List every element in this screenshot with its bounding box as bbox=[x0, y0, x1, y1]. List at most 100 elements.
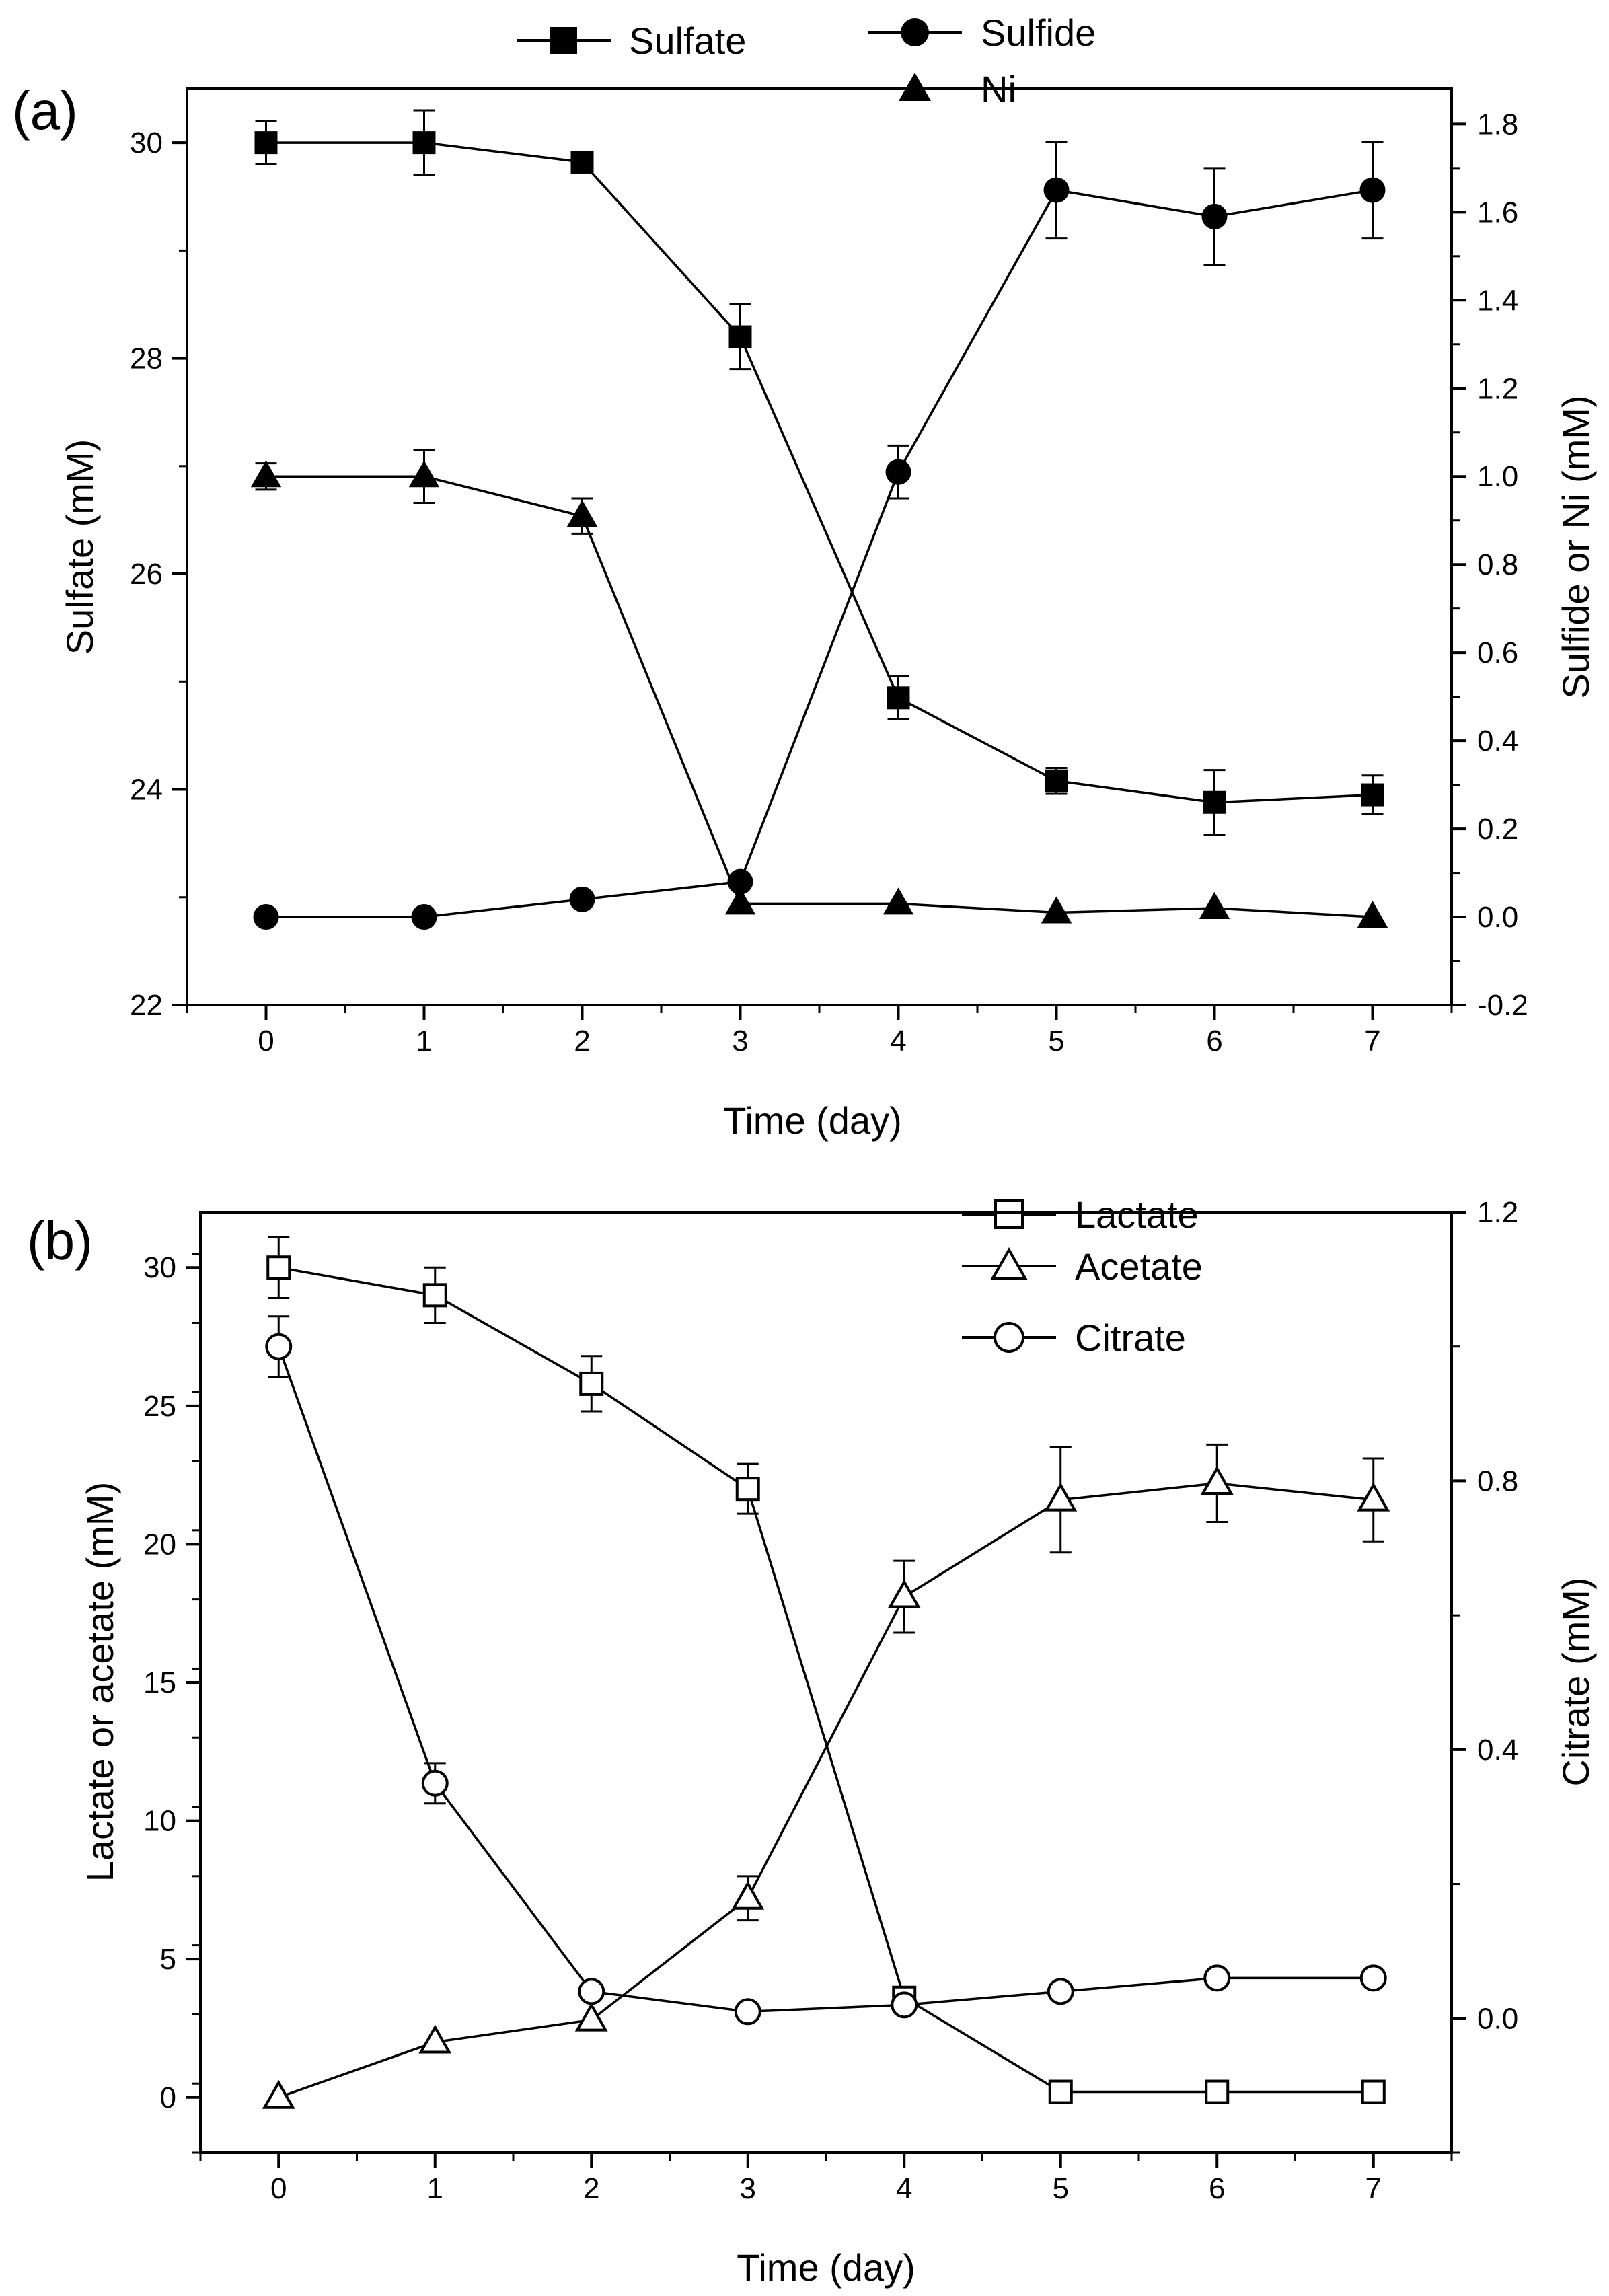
panel-b-left-tick-label: 0 bbox=[160, 2081, 176, 2114]
panel-a-right-tick-label: 0.6 bbox=[1477, 636, 1518, 669]
panel-a-sulfide-point bbox=[253, 904, 279, 930]
panel-b-left-axis-title: Lactate or acetate (mM) bbox=[79, 1482, 121, 1882]
panel-a-plot-frame bbox=[186, 87, 1453, 1006]
panel-a-x-tick-label: 7 bbox=[1364, 1025, 1380, 1058]
panel-a-right-tick-label: 0.2 bbox=[1477, 813, 1518, 846]
panel-a-label: (a) bbox=[12, 81, 78, 141]
panel-b: (b) Lactate Acetate Citrate 0 1 2 3 4 5 6 7 0 5 1… bbox=[27, 1193, 1597, 2289]
panel-a-right-tick-label: 1.0 bbox=[1477, 460, 1518, 493]
panel-b-plot-frame bbox=[199, 1211, 1453, 2154]
legend-acetate-label: Acetate bbox=[1075, 1245, 1203, 1288]
panel-b-lactate-point bbox=[422, 1283, 447, 1308]
panel-a-x-tick-label: 2 bbox=[574, 1025, 590, 1058]
panel-b-legend: Lactate Acetate Citrate bbox=[962, 1193, 1203, 1359]
panel-a-x-tick-label: 4 bbox=[890, 1025, 906, 1058]
panel-b-acetate-point bbox=[1357, 1482, 1390, 1512]
panel-b-left-tick-label: 30 bbox=[143, 1251, 176, 1284]
panel-a-sulfate-point bbox=[570, 150, 594, 174]
panel-b-label: (b) bbox=[27, 1211, 93, 1271]
panel-b-left-tick-label: 25 bbox=[143, 1390, 176, 1423]
panel-a-left-axis-title: Sulfate (mM) bbox=[59, 439, 101, 655]
panel-b-acetate-line bbox=[278, 1482, 1374, 2099]
legend-citrate-label: Citrate bbox=[1075, 1317, 1186, 1359]
panel-b-x-tick-label: 2 bbox=[583, 2172, 599, 2205]
panel-a-sulfide-line bbox=[266, 188, 1373, 918]
panel-a-right-tick-label: 1.2 bbox=[1477, 372, 1518, 405]
panel-b-lactate-point bbox=[1361, 2079, 1386, 2104]
panel-b-right-tick-label: 0.8 bbox=[1477, 1465, 1518, 1497]
panel-a-ni-point bbox=[883, 887, 914, 915]
panel-b-left-axis: 0 5 10 15 20 25 30 bbox=[143, 1251, 200, 2154]
panel-a-ni-point bbox=[566, 500, 598, 527]
panel-a-x-tick-label: 6 bbox=[1206, 1025, 1222, 1058]
legend-acetate-marker bbox=[990, 1247, 1028, 1280]
legend-sulfide-marker bbox=[901, 18, 929, 46]
panel-a-sulfate-point bbox=[254, 131, 278, 155]
panel-a-left-tick-label: 30 bbox=[130, 126, 163, 159]
panel-a-left-tick-label: 22 bbox=[130, 989, 163, 1022]
panel-b-right-axis: 0.0 0.4 0.8 1.2 bbox=[1452, 1196, 1518, 2154]
panel-a-sulfide-point bbox=[885, 459, 911, 485]
panel-b-acetate-point bbox=[731, 1880, 765, 1910]
panel-b-lactate-point bbox=[266, 1255, 291, 1280]
panel-a-left-tick-label: 28 bbox=[130, 342, 163, 375]
panel-b-right-tick-label: 0.4 bbox=[1477, 1734, 1518, 1767]
panel-a-x-tick-label: 5 bbox=[1048, 1025, 1064, 1058]
legend-sulfate-label: Sulfate bbox=[629, 20, 746, 62]
panel-b-x-tick-label: 1 bbox=[427, 2172, 443, 2205]
panel-a-sulfate-point bbox=[1361, 783, 1384, 807]
panel-a-ni-point bbox=[250, 460, 282, 488]
panel-a-right-tick-label: 1.6 bbox=[1477, 196, 1518, 229]
panel-a-left-axis: 22 24 26 28 30 bbox=[130, 126, 187, 1022]
panel-b-citrate-point bbox=[1359, 1964, 1387, 1992]
panel-b-acetate-point bbox=[1200, 1465, 1234, 1495]
panel-b-x-axis-title: Time (day) bbox=[737, 2246, 915, 2289]
panel-b-x-tick-label: 4 bbox=[896, 2172, 912, 2205]
panel-b-acetate-point bbox=[1044, 1482, 1078, 1512]
panel-a-right-axis: -0.2 0.0 0.2 0.4 0.6 0.8 1.0 1.2 1.4 1.6 1.8 bbox=[1452, 108, 1528, 1022]
panel-b-citrate-line bbox=[277, 1346, 1374, 2013]
panel-b-citrate-point bbox=[265, 1333, 293, 1360]
panel-a-ni-point bbox=[408, 460, 440, 488]
legend-lactate-label: Lactate bbox=[1075, 1193, 1199, 1236]
panel-a-x-tick-label: 0 bbox=[258, 1025, 274, 1058]
panel-a-right-tick-label: 1.4 bbox=[1477, 284, 1518, 317]
panel-b-series bbox=[262, 1236, 1390, 2109]
panel-a-x-axis: 0 1 2 3 4 5 6 7 bbox=[186, 1005, 1453, 1058]
panel-a-sulfate-point bbox=[1203, 790, 1226, 814]
panel-a-ni-point bbox=[1199, 891, 1230, 919]
panel-a-right-tick-label: 1.8 bbox=[1477, 108, 1518, 141]
panel-a-x-tick-label: 1 bbox=[416, 1025, 432, 1058]
panel-a-left-tick-label: 24 bbox=[130, 774, 163, 807]
panel-a-sulfide-point bbox=[411, 904, 437, 930]
panel-b-citrate-point bbox=[1047, 1978, 1074, 2005]
panel-a-ni-point bbox=[724, 887, 756, 915]
panel-b-right-tick-label: 1.2 bbox=[1477, 1196, 1518, 1229]
panel-a-ni-point bbox=[1041, 896, 1072, 924]
panel-b-lactate-point bbox=[579, 1371, 604, 1396]
legend-lactate-marker bbox=[994, 1199, 1024, 1229]
panel-b-left-tick-label: 5 bbox=[160, 1943, 176, 1976]
panel-a-sulfate-point bbox=[412, 131, 436, 155]
panel-b-citrate-point bbox=[891, 1991, 918, 2019]
panel-b-x-tick-label: 7 bbox=[1365, 2172, 1382, 2205]
panel-a-right-tick-label: 0.8 bbox=[1477, 548, 1518, 581]
panel-b-x-tick-label: 6 bbox=[1209, 2172, 1225, 2205]
panel-a-sulfide-point bbox=[1201, 203, 1228, 229]
panel-b-lactate-point bbox=[1048, 2079, 1073, 2104]
panel-b-citrate-point bbox=[1203, 1964, 1231, 1992]
panel-b-acetate-point bbox=[574, 2002, 608, 2032]
legend-citrate-marker bbox=[994, 1322, 1024, 1353]
panel-a-sulfate-point bbox=[1045, 769, 1068, 792]
panel-b-acetate-point bbox=[887, 1579, 921, 1608]
panel-a-x-tick-label: 3 bbox=[732, 1025, 748, 1058]
panel-b-lactate-point bbox=[1205, 2079, 1230, 2104]
panel-a-ni-point bbox=[1357, 901, 1388, 928]
panel-a-x-axis-title: Time (day) bbox=[723, 1099, 902, 1142]
panel-a-sulfide-point bbox=[1043, 177, 1070, 203]
legend-ni-marker bbox=[899, 73, 931, 101]
panel-b-citrate-point bbox=[734, 1998, 761, 2026]
panel-a-sulfate-point bbox=[728, 325, 752, 348]
panel-b-x-tick-label: 3 bbox=[740, 2172, 756, 2205]
